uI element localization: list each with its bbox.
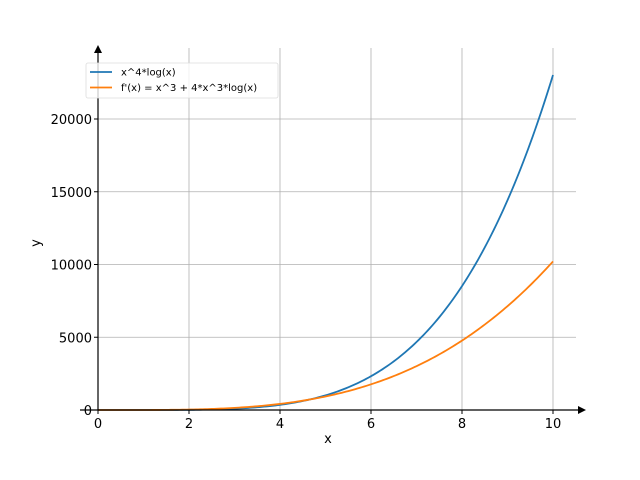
x-tick-label: 0 (94, 417, 102, 432)
legend-label-1: x^4*log(x) (121, 68, 176, 79)
x-tick-label: 6 (367, 417, 375, 432)
legend: x^4*log(x) f'(x) = x^3 + 4*x^3*log(x) (85, 62, 279, 99)
y-axis-label: y (29, 239, 44, 247)
series-line-2 (98, 260, 554, 411)
x-axis-arrow (578, 406, 586, 414)
y-tick-label: 5000 (59, 331, 92, 346)
series-line-1 (98, 74, 554, 411)
y-axis-arrow (94, 45, 102, 53)
x-tick-label: 2 (185, 417, 193, 432)
x-axis-label: x (324, 432, 332, 447)
y-tick-label: 20000 (51, 113, 92, 128)
grid-lines (98, 48, 576, 410)
y-tick-label: 15000 (51, 186, 92, 201)
x-tick-label: 10 (545, 417, 562, 432)
legend-label-2: f'(x) = x^3 + 4*x^3*log(x) (121, 83, 257, 94)
x-tick-label: 4 (276, 417, 284, 432)
y-tick-label: 10000 (51, 259, 92, 274)
ticks: 0 2 4 6 8 10 0 5000 10000 15000 20000 (51, 113, 562, 432)
series-lines (98, 74, 554, 411)
y-tick-label: 0 (84, 404, 92, 419)
x-tick-label: 8 (458, 417, 466, 432)
legend-box (85, 62, 279, 99)
axes (80, 45, 586, 414)
